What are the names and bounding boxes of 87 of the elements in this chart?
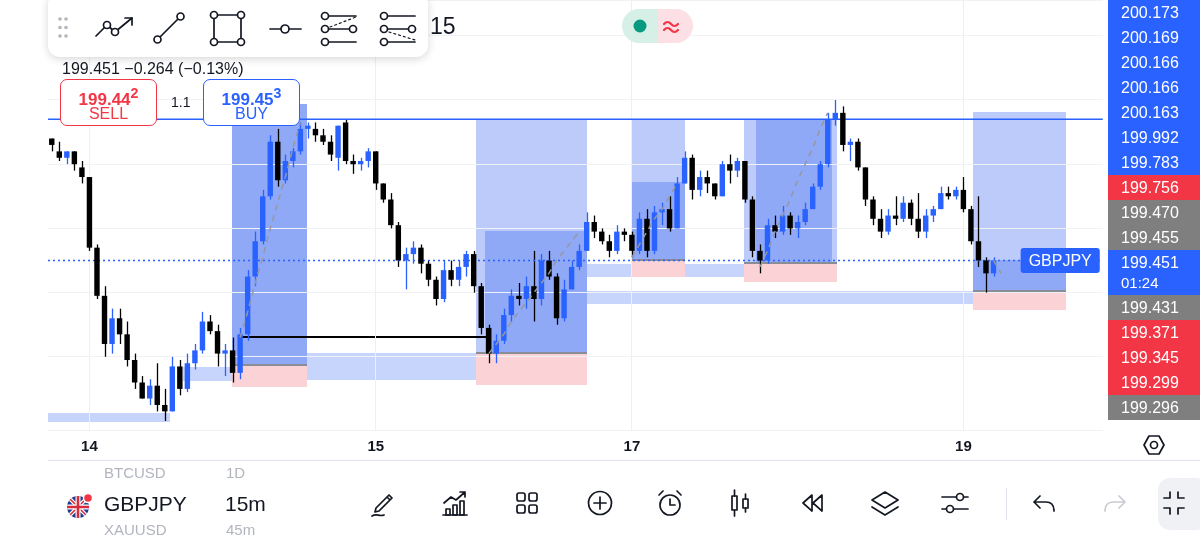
candlestick (983, 256, 989, 294)
candlestick (802, 202, 808, 226)
candlestick (666, 195, 673, 233)
candlestick (696, 169, 703, 197)
candlestick (629, 230, 635, 258)
price-tag: 199.296 (1108, 395, 1200, 420)
candlestick (734, 157, 741, 178)
candlestick (568, 259, 575, 291)
candlestick (365, 147, 371, 169)
candlestick (116, 308, 123, 345)
candlestick (877, 208, 884, 239)
price-tag: 199.783 (1108, 150, 1200, 175)
candlestick (192, 343, 198, 371)
candlestick (870, 195, 876, 226)
text: GBPJPY (104, 492, 187, 515)
candlestick (222, 343, 228, 377)
candlestick (817, 160, 823, 191)
candlestick (516, 282, 522, 307)
candlestick (915, 192, 921, 239)
candlestick (350, 153, 356, 175)
candlestick (207, 314, 213, 335)
candlestick (614, 224, 620, 255)
candlestick (787, 211, 793, 236)
price-tag: 200.166 (1108, 75, 1200, 100)
price-tag: 200.166 (1108, 50, 1200, 75)
candlestick (809, 182, 816, 210)
candlestick (290, 147, 296, 169)
annotation: BUY (234, 105, 269, 122)
x-tick-label: 17 (623, 437, 641, 455)
candlestick (327, 134, 334, 162)
x-tick-label: 15 (367, 437, 385, 455)
candlestick (779, 205, 786, 236)
candlestick (154, 362, 160, 413)
price-tag: 200.169 (1108, 25, 1200, 50)
candlestick (147, 378, 153, 406)
candlestick (727, 153, 733, 185)
candlestick (907, 198, 914, 226)
price-tag: 199.431 (1108, 295, 1200, 320)
candlestick (71, 150, 78, 172)
price-tag: 199.455 (1108, 225, 1200, 250)
candlestick (606, 234, 612, 258)
x-tick-label: 14 (81, 437, 99, 455)
buy-button: 199.45$^{3}$ BUY (203, 79, 300, 126)
x-tick-label: 19 (955, 437, 972, 455)
candlestick (531, 250, 537, 323)
candlestick (418, 243, 424, 274)
candlestick (960, 176, 967, 213)
candlestick (214, 324, 221, 368)
price-tag: 200.163 (1108, 100, 1200, 125)
candlestick (131, 352, 138, 390)
candlestick (885, 208, 891, 236)
candlestick (772, 214, 778, 239)
candlestick (56, 141, 63, 162)
price-tag: 200.173 (1108, 0, 1200, 25)
chart-title: 15 (430, 13, 456, 39)
candlestick (591, 214, 597, 239)
price-tag: 199.371 (1108, 320, 1200, 345)
candlestick (229, 336, 236, 384)
sell-button: 199.44$^{2}$ SELL (60, 79, 157, 126)
price-tag: 199.756 (1108, 175, 1200, 200)
candlestick (975, 195, 982, 268)
text: 45m (226, 521, 256, 538)
candlestick (523, 275, 530, 310)
candlestick (433, 275, 439, 307)
candlestick (757, 243, 763, 274)
candlestick (900, 195, 906, 223)
candlestick (448, 259, 454, 287)
price-tag: 199.470 (1108, 200, 1200, 225)
candlestick (508, 288, 515, 323)
chart-subtitle: 199.451 −0.264 (−0.13%) (62, 60, 244, 77)
candlestick (425, 259, 432, 287)
text: 1D (226, 464, 246, 481)
annotation: SELL (87, 105, 130, 122)
text: 15m (225, 492, 266, 515)
candlestick (923, 208, 929, 239)
candlestick (139, 375, 145, 400)
price-tag: 199.451 01:24 (1108, 250, 1200, 295)
price-tag: 199.345 (1108, 345, 1200, 370)
candlestick (79, 160, 85, 185)
candlestick (177, 359, 183, 396)
annotation: 1.1 (171, 94, 191, 110)
price-tag: 199.299 (1108, 370, 1200, 395)
candlestick (380, 182, 386, 204)
price-tag: 199.992 (1108, 125, 1200, 150)
text: XAUUSD (104, 521, 167, 538)
ref-line-label: GBPJPY (1028, 251, 1093, 269)
text: BTCUSD (104, 464, 166, 481)
